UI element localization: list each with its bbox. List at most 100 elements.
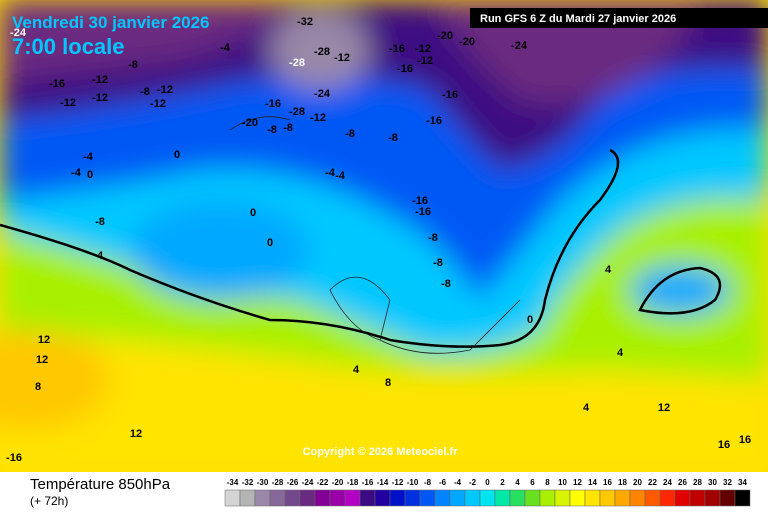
isotherm-label: 16 — [718, 439, 730, 451]
legend-label: 8 — [545, 478, 550, 487]
legend-swatch — [239, 489, 256, 507]
zero-isotherm — [638, 266, 722, 315]
isotherm-label: -16 — [49, 78, 65, 90]
legend-swatch — [359, 489, 376, 507]
legend-label: -12 — [392, 478, 404, 487]
isotherm-label: -16 — [412, 195, 428, 207]
legend-swatch — [524, 489, 541, 507]
legend-label: -6 — [439, 478, 447, 487]
legend-swatch — [314, 489, 331, 507]
legend-swatch — [584, 489, 601, 507]
legend-swatch — [389, 489, 406, 507]
isotherm-label: -12 — [150, 98, 166, 110]
zone-atlantic — [130, 200, 310, 300]
legend-label: 10 — [558, 478, 567, 487]
isotherm-label: -8 — [433, 257, 443, 269]
isotherm-label: -4 — [220, 42, 231, 54]
lead-time: (+ 72h) — [30, 494, 68, 508]
legend-label: 14 — [588, 478, 597, 487]
legend-swatch — [344, 489, 361, 507]
isotherm-label: -4 — [83, 151, 94, 163]
legend-swatch — [434, 489, 451, 507]
legend-label: 28 — [693, 478, 702, 487]
isotherm-label: -28 — [289, 106, 305, 118]
isotherm-label: 4 — [583, 402, 590, 414]
legend-swatch — [674, 489, 691, 507]
legend-label: -2 — [469, 478, 477, 487]
isotherm-label: -20 — [437, 30, 453, 42]
legend-swatch — [254, 489, 271, 507]
legend-label: 4 — [515, 478, 520, 487]
map-labels: -24-32-28-28 -12-24-16 -12-16-12-20 -20 -24-… — [6, 16, 751, 464]
legend-swatch — [614, 489, 631, 507]
legend-swatch — [509, 489, 526, 507]
isotherm-label: -24 — [10, 27, 27, 39]
legend-label: 30 — [708, 478, 717, 487]
legend-swatch — [644, 489, 661, 507]
isotherm-label: -12 — [157, 84, 173, 96]
isotherm-label: -8 — [441, 278, 451, 290]
legend-swatch — [629, 489, 646, 507]
isotherm-label: -16 — [389, 43, 405, 55]
copyright: Copyright © 2026 Meteociel.fr — [303, 446, 459, 458]
isotherm-label: -16 — [6, 452, 22, 464]
isotherm-label: 8 — [385, 377, 391, 389]
isotherm-label: -16 — [265, 98, 281, 110]
legend-label: -10 — [407, 478, 419, 487]
field-title: Température 850hPa — [30, 476, 171, 493]
legend-swatch — [539, 489, 556, 507]
isotherm-label: -12 — [417, 55, 433, 67]
legend-label: -8 — [424, 478, 432, 487]
legend-label: 24 — [663, 478, 672, 487]
isotherm-label: 0 — [527, 314, 533, 326]
isotherm-label: -12 — [60, 97, 76, 109]
isotherm-label: -8 — [388, 132, 398, 144]
zone-cold-core — [270, 10, 370, 90]
legend-label: 22 — [648, 478, 657, 487]
legend-label: -34 — [227, 478, 239, 487]
legend-label: 20 — [633, 478, 642, 487]
isotherm-label: 4 — [605, 264, 612, 276]
isotherm-label: -4 — [325, 167, 336, 179]
isotherm-label: -16 — [397, 63, 413, 75]
isotherm-label: -16 — [426, 115, 442, 127]
isotherm-label: 0 — [174, 149, 180, 161]
isotherm-label: -12 — [310, 112, 326, 124]
isotherm-label: -12 — [92, 74, 108, 86]
legend-swatch — [494, 489, 511, 507]
temperature-field — [0, 0, 768, 472]
isotherm-label: 12 — [658, 402, 670, 414]
legend-label: -18 — [347, 478, 359, 487]
legend-label: -32 — [242, 478, 254, 487]
isotherm-label: 4 — [617, 347, 624, 359]
legend-label: -24 — [302, 478, 314, 487]
isotherm-label: -12 — [415, 43, 431, 55]
legend-swatch — [284, 489, 301, 507]
legend-label: -30 — [257, 478, 269, 487]
isotherm-label: -28 — [289, 57, 305, 69]
legend-label: -16 — [362, 478, 374, 487]
legend-label: -20 — [332, 478, 344, 487]
legend-label: -4 — [454, 478, 462, 487]
legend-swatch — [299, 489, 316, 507]
zone-blacksea — [630, 265, 730, 315]
isotherm-label: 0 — [250, 207, 256, 219]
legend-label: 0 — [485, 478, 490, 487]
isotherm-label: -8 — [428, 232, 438, 244]
legend-swatch — [689, 489, 706, 507]
legend-label: 26 — [678, 478, 687, 487]
isotherm-label: 12 — [36, 354, 48, 366]
legend-label: -22 — [317, 478, 329, 487]
isotherm-label: 0 — [87, 169, 93, 181]
legend-swatch — [224, 489, 241, 507]
run-info: Run GFS 6 Z du Mardi 27 janvier 2026 — [480, 13, 676, 25]
legend-swatch — [404, 489, 421, 507]
isotherm-label: 12 — [38, 334, 50, 346]
isotherm-label: -8 — [283, 122, 293, 134]
isotherm-label: -8 — [95, 216, 105, 228]
legend-swatch — [419, 489, 436, 507]
isotherm-label: -20 — [459, 36, 475, 48]
legend-label: 12 — [573, 478, 582, 487]
isotherm-label: 4 — [353, 364, 360, 376]
legend-label: -26 — [287, 478, 299, 487]
